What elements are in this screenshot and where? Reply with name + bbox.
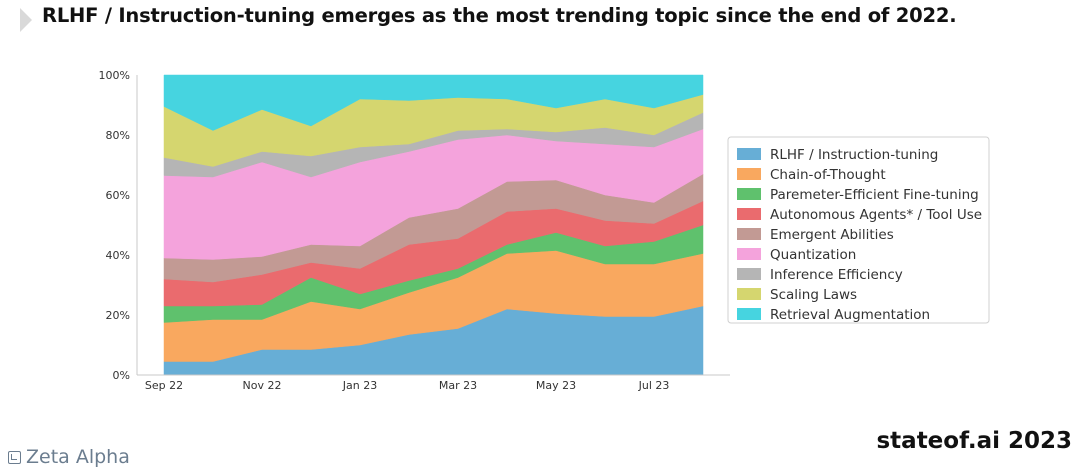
legend-label-quantization: Quantization bbox=[770, 247, 856, 263]
x-tick-label: Nov 22 bbox=[243, 379, 282, 392]
legend-swatch-chain-of-thought bbox=[737, 168, 761, 180]
x-tick-label: Jan 23 bbox=[342, 379, 377, 392]
y-tick-label: 0% bbox=[113, 369, 130, 382]
legend-label-paremeter-efficient-fine-tuning: Paremeter-Efficient Fine-tuning bbox=[770, 187, 979, 203]
area-retrieval-augmentation bbox=[163, 74, 704, 131]
legend-label-retrieval-augmentation: Retrieval Augmentation bbox=[770, 307, 930, 323]
legend-swatch-autonomous-agents-tool-use bbox=[737, 208, 761, 220]
header-arrow-icon bbox=[20, 8, 32, 32]
x-tick-label: Sep 22 bbox=[145, 379, 183, 392]
page-title: RLHF / Instruction-tuning emerges as the… bbox=[42, 4, 957, 27]
legend-swatch-inference-efficiency bbox=[737, 268, 761, 280]
legend-label-chain-of-thought: Chain-of-Thought bbox=[770, 167, 886, 183]
x-tick-label: Jul 23 bbox=[638, 379, 670, 392]
y-tick-label: 60% bbox=[106, 189, 130, 202]
y-tick-label: 80% bbox=[106, 129, 130, 142]
legend-swatch-quantization bbox=[737, 248, 761, 260]
y-tick-label: 100% bbox=[99, 69, 130, 82]
y-tick-label: 20% bbox=[106, 309, 130, 322]
legend-swatch-retrieval-augmentation bbox=[737, 308, 761, 320]
x-tick-label: Mar 23 bbox=[439, 379, 477, 392]
chart-areas bbox=[163, 74, 704, 376]
source-label: stateof.ai 2023 bbox=[876, 428, 1072, 454]
legend-box bbox=[727, 136, 990, 324]
legend-swatch-emergent-abilities bbox=[737, 228, 761, 240]
chart-axes: 0% 20% 40% 60% 80% 100% Sep 22 Nov 22 Jan 23 Mar … bbox=[99, 69, 730, 392]
legend-label-scaling-laws: Scaling Laws bbox=[770, 287, 857, 303]
legend-label-inference-efficiency: Inference Efficiency bbox=[770, 267, 903, 283]
zeta-alpha-logo-icon bbox=[8, 450, 21, 464]
legend-label-rlhf-instruction-tuning: RLHF / Instruction-tuning bbox=[770, 147, 938, 163]
x-tick-label: May 23 bbox=[536, 379, 576, 392]
legend-label-emergent-abilities: Emergent Abilities bbox=[770, 227, 894, 243]
chart-legend: RLHF / Instruction-tuning Chain-of-Though… bbox=[727, 136, 990, 324]
zeta-alpha-logo: Zeta Alpha bbox=[8, 446, 130, 468]
legend-swatch-paremeter-efficient-fine-tuning bbox=[737, 188, 761, 200]
y-tick-label: 40% bbox=[106, 249, 130, 262]
legend-label-autonomous-agents-tool-use: Autonomous Agents* / Tool Use bbox=[770, 207, 982, 223]
legend-swatch-scaling-laws bbox=[737, 288, 761, 300]
legend-swatch-rlhf-instruction-tuning bbox=[737, 148, 761, 160]
zeta-alpha-logo-text: Zeta Alpha bbox=[26, 446, 130, 468]
